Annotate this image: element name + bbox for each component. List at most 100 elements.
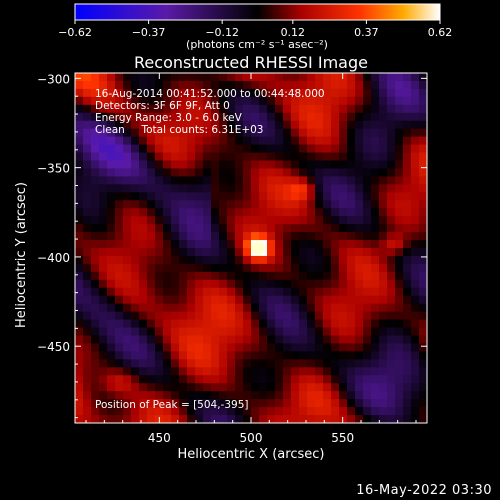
- heatmap-cell: [411, 120, 420, 130]
- heatmap-cell: [347, 136, 356, 146]
- heatmap-cell: [347, 208, 356, 217]
- heatmap-cell: [211, 415, 220, 423]
- heatmap-cell: [91, 399, 100, 408]
- heatmap-cell: [315, 415, 324, 423]
- heatmap-cell: [251, 192, 260, 201]
- heatmap-cell: [107, 192, 116, 201]
- heatmap-cell: [155, 351, 164, 360]
- heatmap-cell: [123, 144, 132, 154]
- heatmap-cell: [251, 351, 260, 360]
- heatmap-cell: [83, 367, 92, 376]
- heatmap-cell: [387, 248, 396, 257]
- heatmap-cell: [99, 343, 108, 352]
- heatmap-cell: [91, 144, 100, 154]
- heatmap-cell: [187, 399, 196, 408]
- heatmap-cell: [347, 168, 356, 177]
- heatmap-cell: [267, 255, 276, 265]
- heatmap-cell: [203, 399, 212, 408]
- heatmap-cell: [131, 128, 140, 138]
- heatmap-cell: [163, 184, 172, 193]
- heatmap-cell: [339, 216, 348, 225]
- heatmap-cell: [147, 128, 156, 138]
- heatmap-cell: [411, 415, 420, 423]
- heatmap-cell: [131, 415, 140, 423]
- heatmap-cell: [139, 399, 148, 408]
- heatmap-cell: [147, 343, 156, 352]
- heatmap-cell: [267, 351, 276, 360]
- heatmap-cell: [331, 271, 340, 281]
- heatmap-cell: [131, 407, 140, 416]
- heatmap-cell: [395, 168, 404, 177]
- heatmap-cell: [203, 216, 212, 225]
- heatmap-cell: [91, 128, 100, 138]
- heatmap-cell: [411, 399, 420, 408]
- heatmap-cell: [347, 359, 356, 368]
- heatmap-cell: [227, 192, 236, 201]
- heatmap-cell: [107, 152, 116, 162]
- heatmap-cell: [331, 160, 340, 170]
- heatmap-cell: [379, 407, 388, 416]
- heatmap-cell: [283, 327, 292, 337]
- heatmap-cell: [219, 168, 228, 177]
- heatmap-cell: [347, 248, 356, 257]
- heatmap-cell: [339, 136, 348, 146]
- heatmap-cell: [259, 216, 268, 225]
- heatmap-cell: [211, 216, 220, 225]
- heatmap-cell: [243, 240, 252, 249]
- heatmap-cell: [163, 359, 172, 368]
- heatmap-cell: [147, 88, 156, 98]
- heatmap-cell: [355, 73, 364, 82]
- heatmap-cell: [251, 287, 260, 297]
- heatmap-cell: [163, 367, 172, 376]
- heatmap-cell: [331, 200, 340, 209]
- heatmap-cell: [139, 152, 148, 162]
- heatmap-cell: [307, 104, 316, 114]
- heatmap-cell: [219, 271, 228, 281]
- heatmap-cell: [267, 303, 276, 313]
- heatmap-cell: [219, 208, 228, 217]
- heatmap-cell: [387, 136, 396, 146]
- heatmap-cell: [347, 415, 356, 423]
- footer-date: 16-May-2022 03:30: [356, 483, 492, 498]
- heatmap-cell: [107, 224, 116, 233]
- heatmap-cell: [211, 279, 220, 289]
- heatmap-cell: [323, 168, 332, 177]
- annotation-detectors: Detectors: 3F 6F 9F, Att 0: [95, 100, 230, 112]
- heatmap-cell: [331, 176, 340, 185]
- heatmap-cell: [147, 73, 156, 82]
- heatmap-cell: [115, 216, 124, 225]
- heatmap-cell: [363, 263, 372, 273]
- heatmap-cell: [307, 327, 316, 337]
- heatmap-cell: [315, 232, 324, 241]
- heatmap-cell: [275, 279, 284, 289]
- heatmap-cell: [251, 399, 260, 408]
- heatmap-cell: [235, 335, 244, 345]
- heatmap-cell: [243, 407, 252, 416]
- heatmap-cell: [91, 80, 100, 90]
- heatmap-cell: [123, 279, 132, 289]
- heatmap-cell: [371, 160, 380, 170]
- heatmap-cell: [171, 73, 180, 82]
- heatmap-cell: [243, 104, 252, 114]
- heatmap-cell: [171, 88, 180, 98]
- heatmap-cell: [147, 104, 156, 114]
- heatmap-cell: [147, 160, 156, 170]
- heatmap-cell: [107, 136, 116, 146]
- heatmap-cell: [211, 327, 220, 337]
- heatmap-cell: [227, 224, 236, 233]
- heatmap-cell: [347, 88, 356, 98]
- heatmap-cell: [219, 375, 228, 384]
- heatmap-cell: [291, 88, 300, 98]
- heatmap-cell: [331, 295, 340, 305]
- heatmap-cell: [251, 255, 260, 265]
- heatmap-cell: [171, 192, 180, 201]
- heatmap-cell: [299, 144, 308, 154]
- heatmap-cell: [299, 80, 308, 90]
- heatmap-cell: [195, 383, 204, 392]
- heatmap-cell: [355, 216, 364, 225]
- heatmap-cell: [187, 216, 196, 225]
- heatmap-cell: [371, 216, 380, 225]
- heatmap-cell: [99, 112, 108, 122]
- heatmap-cell: [91, 184, 100, 193]
- heatmap-cell: [179, 415, 188, 423]
